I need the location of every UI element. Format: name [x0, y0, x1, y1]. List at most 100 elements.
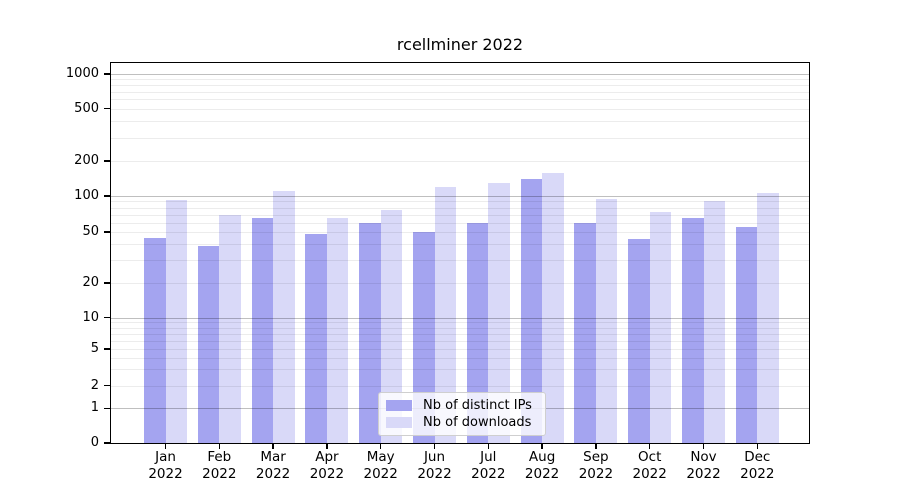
x-tick-month: Nov [690, 449, 717, 465]
y-axis-tick-label: 50 [82, 224, 99, 239]
y-axis-tick-label: 10 [82, 309, 99, 325]
legend-item-distinct-ips: Nb of distinct IPs [379, 398, 545, 413]
x-axis-tick-label: Feb 2022 [191, 449, 247, 483]
y-axis-tick-label: 100 [74, 188, 99, 203]
x-axis-tick-label: Mar 2022 [245, 449, 301, 483]
bar-jun-series1 [434, 186, 456, 444]
bar-feb-series0 [197, 245, 220, 444]
x-tick-year: 2022 [578, 466, 614, 482]
gridline-minor [110, 91, 810, 93]
x-tick-month: Jun [423, 449, 446, 465]
gridline-minor [110, 108, 810, 110]
legend-item-downloads: Nb of downloads [379, 415, 545, 430]
x-tick-month: Jul [480, 449, 497, 465]
y-axis-tick-mark [104, 107, 110, 110]
x-tick-year: 2022 [202, 466, 237, 482]
y-axis-tick-mark [104, 282, 110, 284]
gridline-minor [110, 137, 810, 139]
x-axis-tick-label: Oct 2022 [622, 449, 678, 483]
x-tick-month: Feb [207, 449, 232, 465]
bar-feb-series1 [219, 214, 241, 444]
x-axis-tick-mark [702, 444, 705, 449]
gridline-minor [110, 385, 810, 387]
legend-swatch-distinct-ips [386, 400, 412, 411]
bar-nov-series0 [682, 218, 704, 444]
bar-mar-series0 [251, 218, 274, 444]
gridline-minor [110, 232, 810, 233]
bar-jul-series1 [488, 182, 510, 444]
x-tick-year: 2022 [632, 466, 667, 482]
gridline-minor [110, 222, 810, 224]
legend: Nb of distinct IPs Nb of downloads [378, 392, 546, 436]
x-axis-tick-label: May 2022 [353, 449, 409, 483]
gridline-minor [110, 121, 810, 123]
y-axis-tick-mark [104, 73, 110, 75]
plot-area [110, 62, 810, 444]
bar-aug-series0 [520, 179, 543, 444]
x-axis-tick-label: Apr 2022 [299, 449, 355, 483]
x-axis-tick-mark [595, 444, 597, 449]
y-axis-tick-mark [104, 407, 110, 410]
y-axis-tick-label: 500 [74, 100, 99, 116]
legend-label-downloads: Nb of downloads [423, 415, 532, 430]
gridline-minor [110, 357, 810, 359]
x-tick-month: Dec [744, 449, 771, 465]
bar-dec-series1 [757, 193, 779, 444]
y-axis-tick-mark [104, 316, 110, 319]
x-axis-tick-label: Nov 2022 [676, 449, 732, 483]
bar-apr-series0 [305, 234, 327, 444]
x-axis-tick-label: Jul 2022 [460, 449, 516, 483]
bar-nov-series1 [703, 200, 725, 444]
x-tick-year: 2022 [417, 466, 452, 482]
bar-mar-series1 [273, 191, 295, 444]
gridline-minor [110, 207, 810, 209]
gridline-minor [110, 327, 810, 329]
x-tick-year: 2022 [471, 466, 506, 482]
gridline-minor [110, 322, 810, 324]
y-axis-tick-label: 1 [90, 400, 99, 416]
legend-label-distinct-ips: Nb of distinct IPs [423, 398, 532, 413]
y-axis-tick-label: 2 [90, 377, 99, 393]
bar-apr-series1 [326, 217, 349, 444]
gridline-minor [110, 369, 810, 371]
gridline-major [110, 196, 810, 197]
bar-oct-series1 [649, 211, 672, 444]
x-axis-tick-label: Sep 2022 [568, 449, 624, 483]
bar-dec-series0 [735, 227, 758, 444]
y-axis-tick-mark [104, 160, 110, 162]
legend-swatch-downloads [386, 417, 412, 428]
gridline-minor [110, 340, 810, 342]
bar-may-series1 [380, 209, 403, 444]
x-axis-tick-mark [272, 444, 274, 449]
y-axis-tick-label: 5 [90, 341, 99, 356]
bar-sep-series1 [595, 199, 618, 444]
gridline-minor [110, 333, 810, 335]
gridline-minor [110, 85, 810, 87]
bar-aug-series1 [542, 172, 564, 444]
bar-jan-series0 [144, 237, 166, 444]
y-axis-tick-mark [104, 442, 110, 444]
chart-title: rcellminer 2022 [396, 35, 524, 54]
gridline-minor [110, 260, 810, 262]
y-axis-tick-label: 1000 [65, 66, 99, 81]
x-tick-year: 2022 [363, 466, 398, 482]
y-axis-tick-mark [104, 231, 110, 233]
bar-sep-series0 [574, 223, 596, 444]
x-axis-tick-mark [164, 444, 167, 449]
x-tick-year: 2022 [309, 466, 345, 482]
x-tick-month: Oct [638, 449, 662, 465]
x-axis-tick-label: Aug 2022 [514, 449, 570, 483]
x-tick-month: Apr [315, 449, 339, 465]
x-axis-tick-label: Dec 2022 [729, 449, 785, 483]
x-axis-tick-mark [379, 444, 382, 449]
gridline-minor [110, 201, 810, 203]
gridline-major [110, 317, 810, 319]
gridline-minor [110, 79, 810, 81]
y-axis-tick-mark [104, 348, 110, 350]
x-axis-tick-mark [218, 444, 221, 449]
x-axis-tick-mark [433, 444, 436, 449]
gridline-minor [110, 161, 810, 162]
gridline-minor [110, 244, 810, 246]
x-tick-month: Jan [155, 449, 176, 465]
